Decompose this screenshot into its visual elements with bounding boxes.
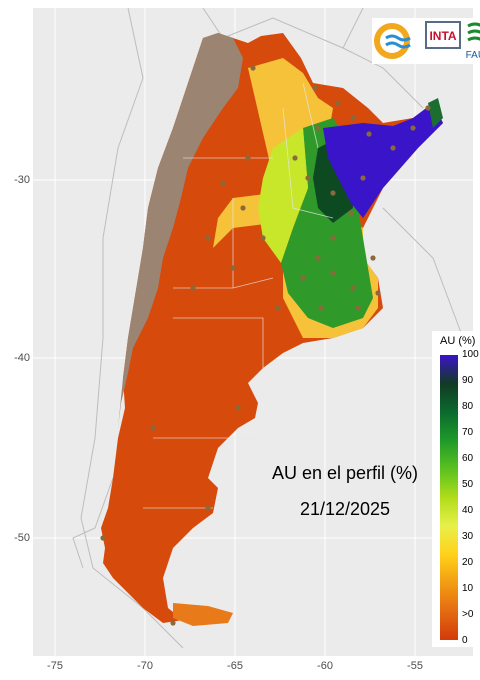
legend-color-bar: [440, 355, 458, 640]
legend-label: 80: [462, 401, 474, 412]
northeast-green: [428, 98, 443, 128]
saturated-region: [323, 103, 443, 218]
y-tick-label: -40: [14, 352, 30, 364]
inta-logo-text: INTA: [429, 29, 456, 43]
map-title: AU en el perfil (%): [271, 463, 419, 483]
y-tick-label: -50: [14, 532, 30, 544]
legend-label: 10: [462, 583, 474, 594]
x-tick-label: -75: [47, 660, 63, 672]
legend-label: 100: [462, 349, 479, 360]
x-tick-label: -70: [137, 660, 153, 672]
fauba-logo-icon: [467, 22, 480, 42]
tierra-del-fuego: [173, 603, 233, 626]
x-tick-label: -55: [407, 660, 423, 672]
legend-label: 40: [462, 505, 474, 516]
legend-label: 0: [462, 635, 468, 646]
institution-logos: INTA FAUBA: [372, 18, 480, 64]
legend-label: 90: [462, 375, 474, 386]
color-legend: AU (%) 100 90 80 70 60 50 40 30 20 10 >0…: [432, 331, 480, 647]
legend-label: 70: [462, 427, 474, 438]
neighbor-borders: [72, 8, 464, 649]
station-dots: [100, 65, 431, 626]
fauba-logo-text: FAUBA: [466, 50, 480, 61]
legend-label: 20: [462, 557, 474, 568]
legend-label: 50: [462, 479, 474, 490]
map-panel: INTA FAUBA AU en el perfil (%) 21/12/202…: [33, 8, 480, 656]
legend-label: 60: [462, 453, 474, 464]
x-tick-label: -65: [227, 660, 243, 672]
soil-moisture-map: [33, 8, 473, 656]
legend-label: 30: [462, 531, 474, 542]
x-tick-label: -60: [317, 660, 333, 672]
legend-title: AU (%): [440, 335, 476, 347]
map-date: 21/12/2025: [299, 499, 391, 519]
andes-region: [118, 33, 243, 428]
wet-region-light: [258, 128, 308, 263]
y-tick-label: -30: [14, 174, 30, 186]
legend-label: >0: [462, 609, 474, 620]
